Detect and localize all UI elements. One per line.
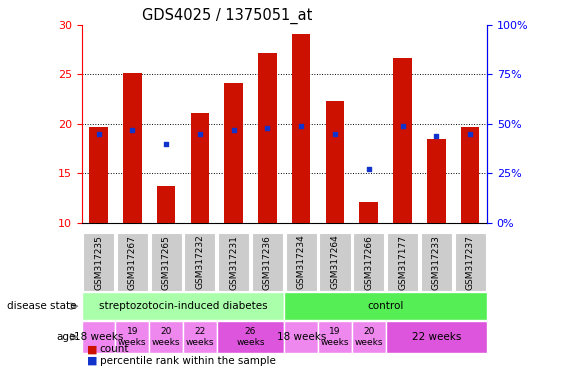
FancyBboxPatch shape — [217, 321, 284, 353]
FancyBboxPatch shape — [387, 233, 418, 291]
Point — [162, 141, 171, 147]
Bar — [292, 34, 311, 223]
Text: GSM317264: GSM317264 — [330, 235, 339, 290]
Text: GSM317235: GSM317235 — [94, 235, 103, 290]
Text: GDS4025 / 1375051_at: GDS4025 / 1375051_at — [142, 7, 313, 23]
Point — [195, 131, 204, 137]
FancyBboxPatch shape — [353, 233, 385, 291]
Point — [297, 123, 306, 129]
Text: disease state: disease state — [7, 301, 76, 311]
Text: 20
weeks: 20 weeks — [152, 327, 180, 347]
Bar — [393, 58, 412, 223]
Text: GSM317233: GSM317233 — [432, 235, 441, 290]
FancyBboxPatch shape — [82, 293, 284, 320]
Text: GSM317232: GSM317232 — [195, 235, 204, 290]
FancyBboxPatch shape — [83, 233, 114, 291]
Text: GSM317265: GSM317265 — [162, 235, 171, 290]
Point — [94, 131, 103, 137]
FancyBboxPatch shape — [318, 321, 352, 353]
FancyBboxPatch shape — [386, 321, 487, 353]
Text: 20
weeks: 20 weeks — [355, 327, 383, 347]
Text: 19
weeks: 19 weeks — [321, 327, 349, 347]
Text: GSM317231: GSM317231 — [229, 235, 238, 290]
FancyBboxPatch shape — [117, 233, 148, 291]
Bar — [359, 202, 378, 223]
FancyBboxPatch shape — [421, 233, 452, 291]
FancyBboxPatch shape — [319, 233, 351, 291]
FancyBboxPatch shape — [115, 321, 149, 353]
Point — [432, 132, 441, 139]
Text: 18 weeks: 18 weeks — [74, 332, 123, 342]
Text: 22
weeks: 22 weeks — [186, 327, 214, 347]
Point — [398, 123, 407, 129]
Point — [128, 127, 137, 133]
Point — [263, 125, 272, 131]
FancyBboxPatch shape — [285, 233, 317, 291]
Bar — [258, 53, 277, 223]
Bar — [427, 139, 446, 223]
Bar — [123, 73, 142, 223]
Bar — [461, 127, 480, 223]
FancyBboxPatch shape — [149, 321, 183, 353]
Text: percentile rank within the sample: percentile rank within the sample — [100, 356, 275, 366]
Point — [330, 131, 339, 137]
FancyBboxPatch shape — [352, 321, 386, 353]
Text: 22 weeks: 22 weeks — [412, 332, 461, 342]
Text: GSM317177: GSM317177 — [398, 235, 407, 290]
Point — [466, 131, 475, 137]
Text: GSM317236: GSM317236 — [263, 235, 272, 290]
Bar — [157, 186, 176, 223]
Bar — [224, 83, 243, 223]
Text: 26
weeks: 26 weeks — [236, 327, 265, 347]
FancyBboxPatch shape — [252, 233, 283, 291]
Text: GSM317237: GSM317237 — [466, 235, 475, 290]
Text: control: control — [368, 301, 404, 311]
FancyBboxPatch shape — [218, 233, 249, 291]
FancyBboxPatch shape — [82, 321, 115, 353]
Text: 19
weeks: 19 weeks — [118, 327, 146, 347]
Text: age: age — [57, 332, 76, 342]
Bar — [89, 127, 108, 223]
Bar — [190, 113, 209, 223]
Text: ■: ■ — [87, 344, 98, 354]
Text: GSM317234: GSM317234 — [297, 235, 306, 290]
Bar — [325, 101, 345, 223]
Text: ■: ■ — [87, 356, 98, 366]
FancyBboxPatch shape — [184, 233, 216, 291]
FancyBboxPatch shape — [284, 293, 487, 320]
FancyBboxPatch shape — [150, 233, 182, 291]
FancyBboxPatch shape — [284, 321, 318, 353]
Text: GSM317267: GSM317267 — [128, 235, 137, 290]
Point — [229, 127, 238, 133]
Text: streptozotocin-induced diabetes: streptozotocin-induced diabetes — [99, 301, 267, 311]
FancyBboxPatch shape — [183, 321, 217, 353]
FancyBboxPatch shape — [454, 233, 486, 291]
Text: 18 weeks: 18 weeks — [276, 332, 326, 342]
Text: count: count — [100, 344, 129, 354]
Point — [364, 166, 373, 172]
Text: GSM317266: GSM317266 — [364, 235, 373, 290]
